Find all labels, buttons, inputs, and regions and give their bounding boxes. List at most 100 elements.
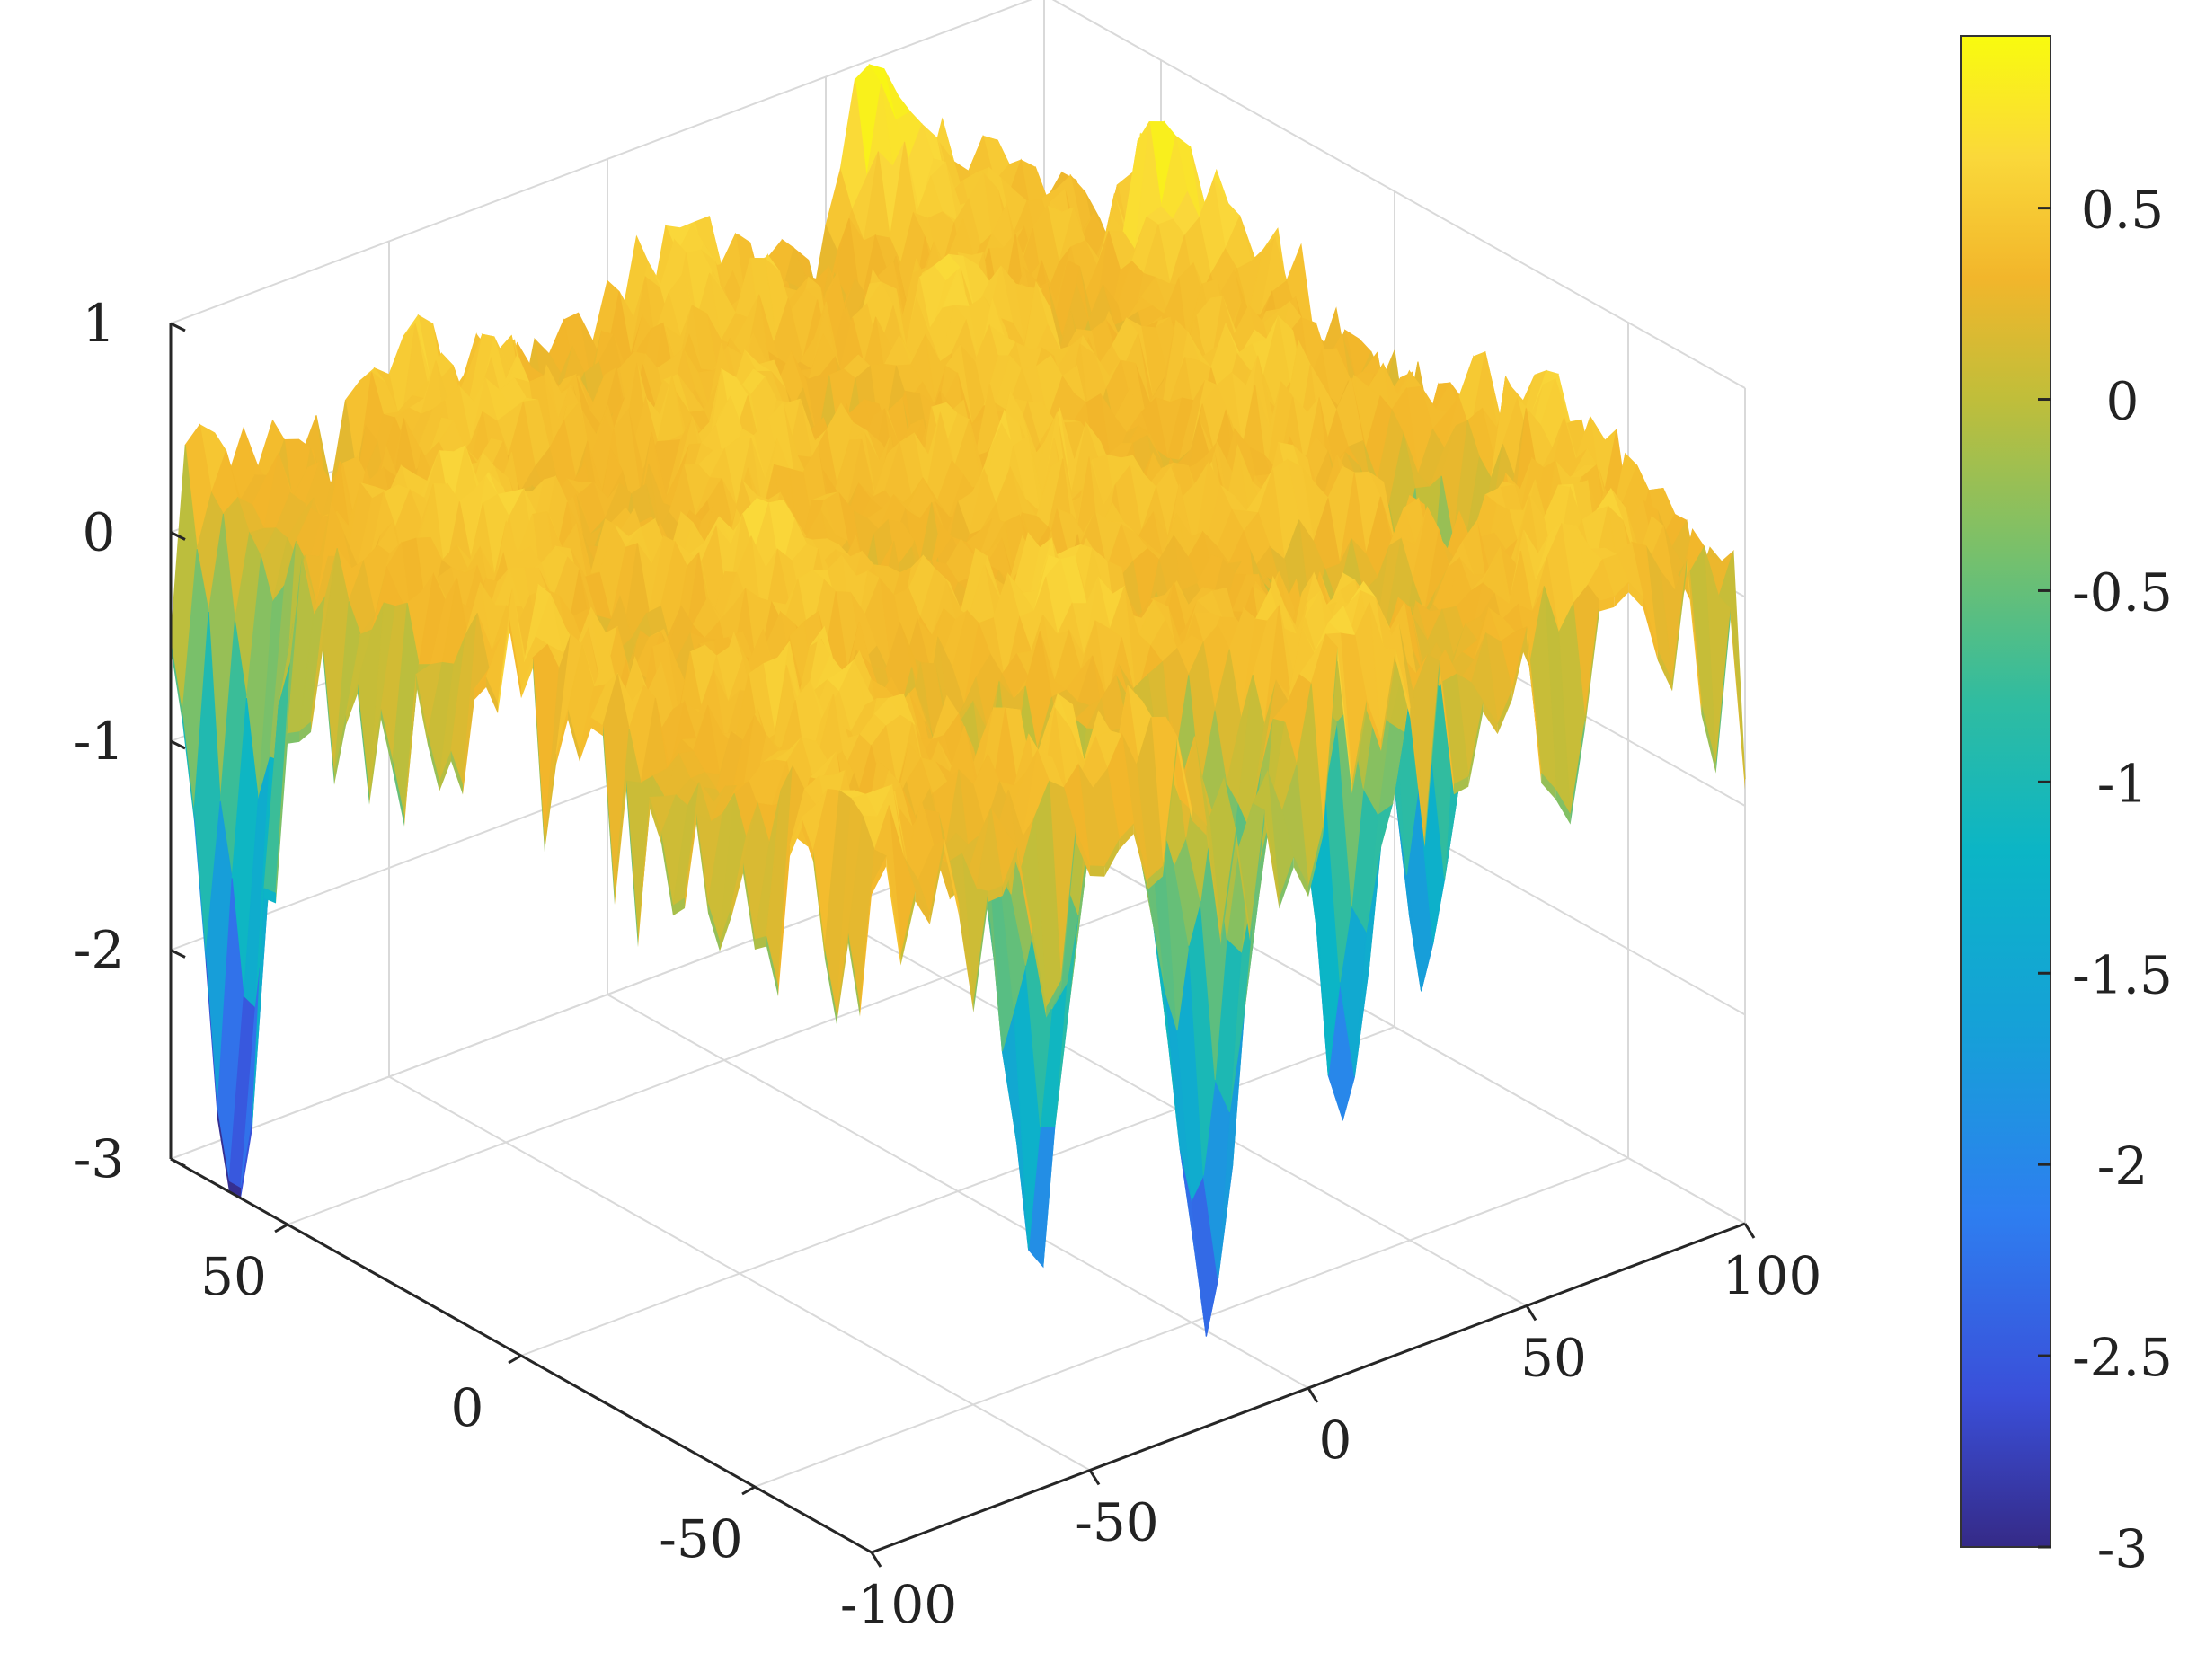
colorbar-tick-label: -1.5 xyxy=(2072,944,2173,1005)
surface-edge xyxy=(346,683,358,726)
surface-edge xyxy=(1614,581,1629,607)
colorbar-tick-label: -3 xyxy=(2097,1518,2148,1579)
surface-edge xyxy=(988,885,1003,902)
surface-edge xyxy=(416,674,428,745)
surface-edge xyxy=(860,884,872,1017)
z-tick-label: 1 xyxy=(83,293,116,354)
surface-edge xyxy=(790,817,802,856)
surface-edge xyxy=(393,760,404,827)
surface-edge xyxy=(1133,823,1148,889)
z-tick-mark xyxy=(170,739,186,750)
surface-edge xyxy=(1046,980,1061,1018)
surface-edge xyxy=(603,725,615,905)
x-tick-mark xyxy=(1743,1223,1756,1239)
surface-edge xyxy=(1584,600,1599,729)
surface-edge xyxy=(1730,608,1745,790)
surface-edge xyxy=(1439,660,1454,795)
surface-edge xyxy=(1264,810,1280,909)
surface-edge xyxy=(813,851,825,959)
x-tick-mark xyxy=(870,1552,882,1568)
surface-edge xyxy=(323,641,334,785)
surface-edge xyxy=(1497,689,1512,735)
surface-edge xyxy=(381,708,393,771)
surface-edge xyxy=(1060,829,1076,992)
surface-edge xyxy=(264,888,276,904)
surface-edge xyxy=(311,641,323,732)
surface-edge xyxy=(1308,826,1324,897)
surface-edge xyxy=(1599,597,1615,612)
surface-edge xyxy=(252,888,264,1128)
y-tick-label: -50 xyxy=(659,1508,742,1569)
surface-edge xyxy=(766,935,778,997)
colorbar-tick-label: -0.5 xyxy=(2072,561,2173,623)
z-tick-mark xyxy=(170,1157,186,1168)
surface-edge xyxy=(1337,647,1352,794)
colorbar-gradient xyxy=(1960,35,2051,1548)
surface-edge xyxy=(1687,559,1702,715)
surface-edge xyxy=(1293,856,1308,897)
surface-edge xyxy=(1323,647,1338,837)
surface-edge xyxy=(626,781,638,948)
surface-edge xyxy=(1279,856,1294,909)
surface-edge xyxy=(580,717,591,762)
surface-edge xyxy=(1570,719,1585,825)
surface-edge xyxy=(1555,789,1571,825)
surface-edge xyxy=(1250,810,1265,942)
surface-edge xyxy=(334,714,346,785)
z-tick-mark xyxy=(170,949,186,959)
surface-edge xyxy=(229,1180,241,1198)
surface-edge xyxy=(944,838,960,916)
x-tick-label: -100 xyxy=(840,1574,957,1635)
surface-edge xyxy=(1381,649,1396,751)
surface-edge xyxy=(1236,830,1251,942)
surface-edge xyxy=(708,902,720,951)
colorbar-tick-label: 0.5 xyxy=(2081,180,2164,241)
colorbar-tick-label: -2 xyxy=(2097,1136,2148,1197)
z-tick-label: -2 xyxy=(74,920,125,981)
surface-edge xyxy=(217,1109,229,1192)
surface-edge xyxy=(439,750,451,791)
surface-edge xyxy=(638,797,650,948)
y-tick-mark xyxy=(274,1223,288,1233)
colorbar-tick-label: -2.5 xyxy=(2072,1327,2173,1388)
colorbar-tick-label: 0 xyxy=(2106,371,2140,432)
z-tick-label: -1 xyxy=(74,711,125,772)
surface-edge xyxy=(661,833,673,916)
surface-edge xyxy=(171,639,182,723)
surface-edge xyxy=(1220,830,1236,945)
surface-mesh xyxy=(170,64,1746,1337)
surface-edge xyxy=(1483,702,1498,735)
colorbar-tick-label: -1 xyxy=(2097,753,2148,814)
surface-edge xyxy=(299,721,311,742)
surface-edge xyxy=(591,717,603,737)
surface-edge xyxy=(498,619,509,714)
y-tick-label: 50 xyxy=(200,1246,267,1307)
surface-edge xyxy=(915,890,930,925)
surface-edge xyxy=(568,709,580,762)
surface-edge xyxy=(778,845,790,997)
surface-edge xyxy=(673,897,685,916)
z-tick-label: -3 xyxy=(74,1128,125,1189)
surface-edge xyxy=(685,813,696,908)
surface-edge xyxy=(533,658,545,853)
colorbar: 0.5 0 -0.5 -1 -1.5 -2 -2.5 -3 xyxy=(1960,35,2173,1579)
surface-edge xyxy=(1017,846,1032,938)
x-tick-label: 50 xyxy=(1520,1328,1587,1389)
surface-edge xyxy=(194,810,206,965)
colorbar-ticks: 0.5 0 -0.5 -1 -1.5 -2 -2.5 -3 xyxy=(2038,180,2173,1579)
surface-edge xyxy=(358,683,369,805)
surface-edge xyxy=(755,935,766,950)
surface-edge xyxy=(463,689,474,795)
surface-edge xyxy=(1468,702,1484,787)
surface-edge xyxy=(837,933,848,1024)
y-tick-mark xyxy=(741,1485,756,1496)
surface-edge xyxy=(1090,865,1105,877)
surface-edge xyxy=(1163,737,1178,877)
surface-edge xyxy=(276,733,288,904)
surface-edge xyxy=(182,712,194,822)
surface-edge xyxy=(848,933,860,1017)
z-tick-label: 0 xyxy=(83,502,116,563)
surface-edge xyxy=(696,813,708,914)
surface-edge xyxy=(521,658,533,699)
surface-edge xyxy=(288,731,299,744)
